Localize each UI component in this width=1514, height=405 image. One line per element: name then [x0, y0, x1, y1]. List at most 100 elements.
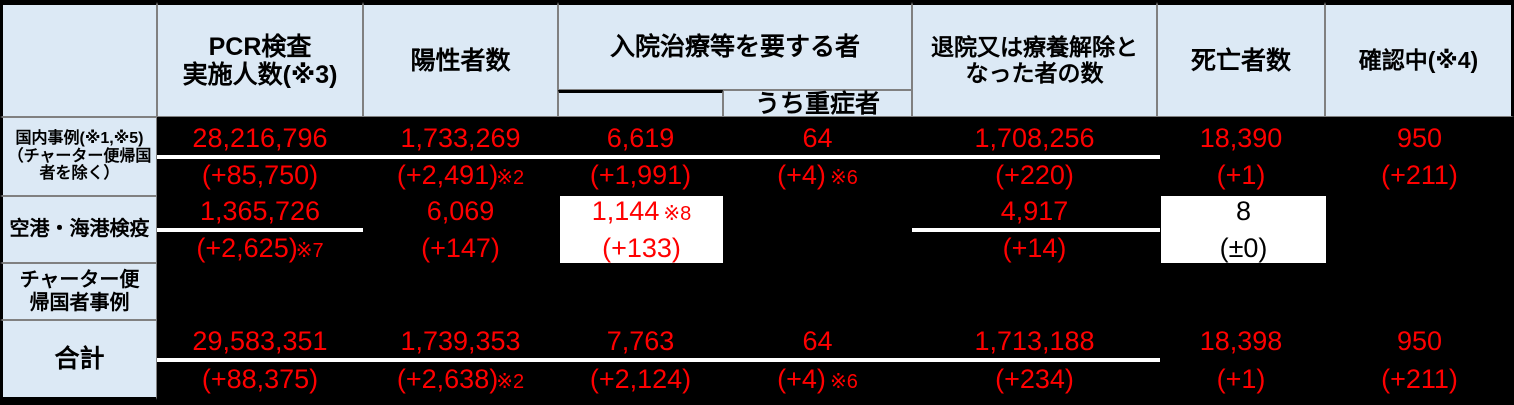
value-quarantine-recovered: 4,917: [1000, 195, 1069, 226]
row-label-quarantine-line1: 空港・海港検疫: [9, 218, 150, 241]
note-quarantine-pcr: ※7: [295, 240, 324, 262]
row-label-domestic: 国内事例(※1,※5) （チャーター便帰国 者を除く）: [0, 117, 157, 196]
header-severe-label: うち重症者: [754, 89, 880, 118]
row-label-domestic-line2: （チャーター便帰国: [7, 147, 152, 165]
header-cell-hospital-blank: [558, 90, 723, 117]
header-recovered-line1: 退院又は療養解除と: [931, 33, 1138, 60]
row-divider-total: [157, 358, 1160, 362]
value-domestic-recovered: 1,708,256: [974, 122, 1095, 153]
header-positive-label: 陽性者数: [410, 46, 511, 75]
note-quarantine-hospital: ※8: [663, 202, 692, 225]
data-cell-quarantine-recovered: 4,917 (+14): [912, 196, 1157, 263]
row-label-quarantine: 空港・海港検疫: [0, 196, 157, 263]
delta-quarantine-hospital: (+133): [602, 233, 681, 263]
header-checking-label: 確認中(※4): [1358, 46, 1479, 73]
value-quarantine-positive: 6,069: [426, 195, 495, 226]
data-cell-total-deaths: 18,398 (+1): [1157, 320, 1325, 400]
delta-quarantine-deaths: (±0): [1219, 233, 1268, 263]
header-cell-hospital: 入院治療等を要する者: [558, 2, 912, 90]
data-cell-charter-pcr: [157, 263, 363, 320]
delta-quarantine-pcr: (+2,625): [196, 233, 298, 263]
delta-domestic-checking: (+211): [1381, 160, 1458, 190]
data-cell-domestic-recovered: 1,708,256 (+220): [912, 117, 1157, 196]
header-deaths-label: 死亡者数: [1190, 46, 1291, 75]
value-domestic-deaths: 18,390: [1199, 122, 1283, 153]
delta-total-pcr: (+88,375): [201, 363, 319, 394]
data-cell-charter-recovered: [912, 263, 1157, 320]
delta-total-hospital: (+2,124): [589, 363, 692, 394]
delta-quarantine-recovered: (+14): [1002, 233, 1067, 263]
value-domestic-checking: 950: [1396, 122, 1443, 153]
data-cell-total-checking: 950 (+211): [1325, 320, 1514, 400]
header-hospital-label: 入院治療等を要する者: [609, 33, 860, 61]
data-cell-domestic-checking: 950 (+211): [1325, 117, 1514, 196]
data-cell-charter-checking: [1325, 263, 1514, 320]
data-cell-quarantine-positive: 6,069 (+147): [363, 196, 558, 263]
row-label-domestic-line1: 国内事例(※1,※5): [15, 129, 144, 147]
value-domestic-hospital: 6,619: [606, 122, 675, 153]
data-cell-quarantine-checking: [1325, 196, 1514, 263]
delta-total-checking: (+211): [1381, 363, 1458, 394]
row-divider-quarantine-pcr: [157, 228, 363, 232]
data-cell-quarantine-severe: [723, 196, 912, 263]
header-cell-positive: 陽性者数: [363, 2, 558, 117]
data-cell-domestic-severe: 64 (+4) ※6: [723, 117, 912, 196]
data-cell-quarantine-hospital: 1,144 ※8 (+133): [560, 196, 723, 263]
row-label-domestic-line3: 者を除く）: [39, 165, 120, 183]
data-cell-charter-positive: [363, 263, 558, 320]
header-pcr-line1: PCR検査: [208, 32, 312, 61]
header-cell-recovered: 退院又は療養解除と なった者の数: [912, 2, 1157, 117]
data-cell-quarantine-deaths: 8 (±0): [1161, 196, 1326, 263]
value-total-severe: 64: [802, 326, 833, 357]
row-divider-domestic: [157, 155, 1160, 159]
data-cell-total-pcr: 29,583,351 (+88,375): [157, 320, 363, 400]
delta-domestic-severe: (+4): [777, 160, 826, 190]
row-label-total: 合計: [0, 320, 157, 400]
value-quarantine-deaths: 8: [1235, 195, 1252, 226]
data-cell-total-hospital: 7,763 (+2,124): [558, 320, 723, 400]
value-total-checking: 950: [1396, 326, 1443, 357]
note-domestic-positive: ※2: [496, 167, 525, 189]
delta-total-positive: (+2,638): [396, 363, 499, 394]
delta-total-recovered: (+234): [995, 363, 1074, 394]
value-quarantine-hospital: 1,144: [591, 195, 660, 226]
row-label-charter-line2: 帰国者事例: [29, 291, 130, 314]
value-domestic-positive: 1,733,269: [400, 122, 521, 153]
data-cell-charter-hospital: [558, 263, 723, 320]
note-domestic-severe: ※6: [829, 167, 858, 189]
row-label-charter-line1: チャーター便: [19, 269, 140, 292]
data-cell-charter-deaths: [1157, 263, 1325, 320]
row-label-total-line1: 合計: [54, 345, 105, 373]
note-total-severe: ※6: [829, 370, 858, 393]
header-cell-pcr: PCR検査 実施人数(※3): [157, 2, 363, 117]
data-cell-charter-severe: [723, 263, 912, 320]
row-label-charter: チャーター便 帰国者事例: [0, 263, 157, 320]
header-cell-rowlabel: [0, 2, 157, 117]
header-pcr-line2: 実施人数(※3): [182, 60, 338, 89]
delta-total-deaths: (+1): [1216, 363, 1266, 394]
note-total-positive: ※2: [496, 370, 525, 393]
data-cell-domestic-pcr: 28,216,796 (+85,750): [157, 117, 363, 196]
data-cell-domestic-deaths: 18,390 (+1): [1157, 117, 1325, 196]
delta-domestic-deaths: (+1): [1216, 160, 1266, 190]
header-cell-checking: 確認中(※4): [1325, 2, 1514, 117]
value-total-recovered: 1,713,188: [974, 326, 1095, 357]
delta-domestic-recovered: (+220): [995, 160, 1074, 190]
header-recovered-line2: なった者の数: [965, 59, 1104, 86]
delta-domestic-hospital: (+1,991): [589, 160, 692, 190]
data-cell-domestic-hospital: 6,619 (+1,991): [558, 117, 723, 196]
data-cell-total-positive: 1,739,353 (+2,638) ※2: [363, 320, 558, 400]
value-total-pcr: 29,583,351: [192, 326, 328, 357]
value-domestic-pcr: 28,216,796: [192, 122, 328, 153]
delta-total-severe: (+4): [777, 363, 826, 394]
row-divider-quarantine-recovered: [912, 228, 1160, 232]
value-quarantine-pcr: 1,365,726: [199, 195, 321, 226]
delta-quarantine-positive: (+147): [421, 233, 500, 263]
value-total-deaths: 18,398: [1199, 326, 1283, 357]
data-cell-quarantine-pcr: 1,365,726 (+2,625) ※7: [157, 196, 363, 263]
delta-domestic-pcr: (+85,750): [201, 160, 319, 190]
data-cell-total-recovered: 1,713,188 (+234): [912, 320, 1157, 400]
header-cell-deaths: 死亡者数: [1157, 2, 1325, 117]
value-domestic-severe: 64: [802, 122, 833, 153]
